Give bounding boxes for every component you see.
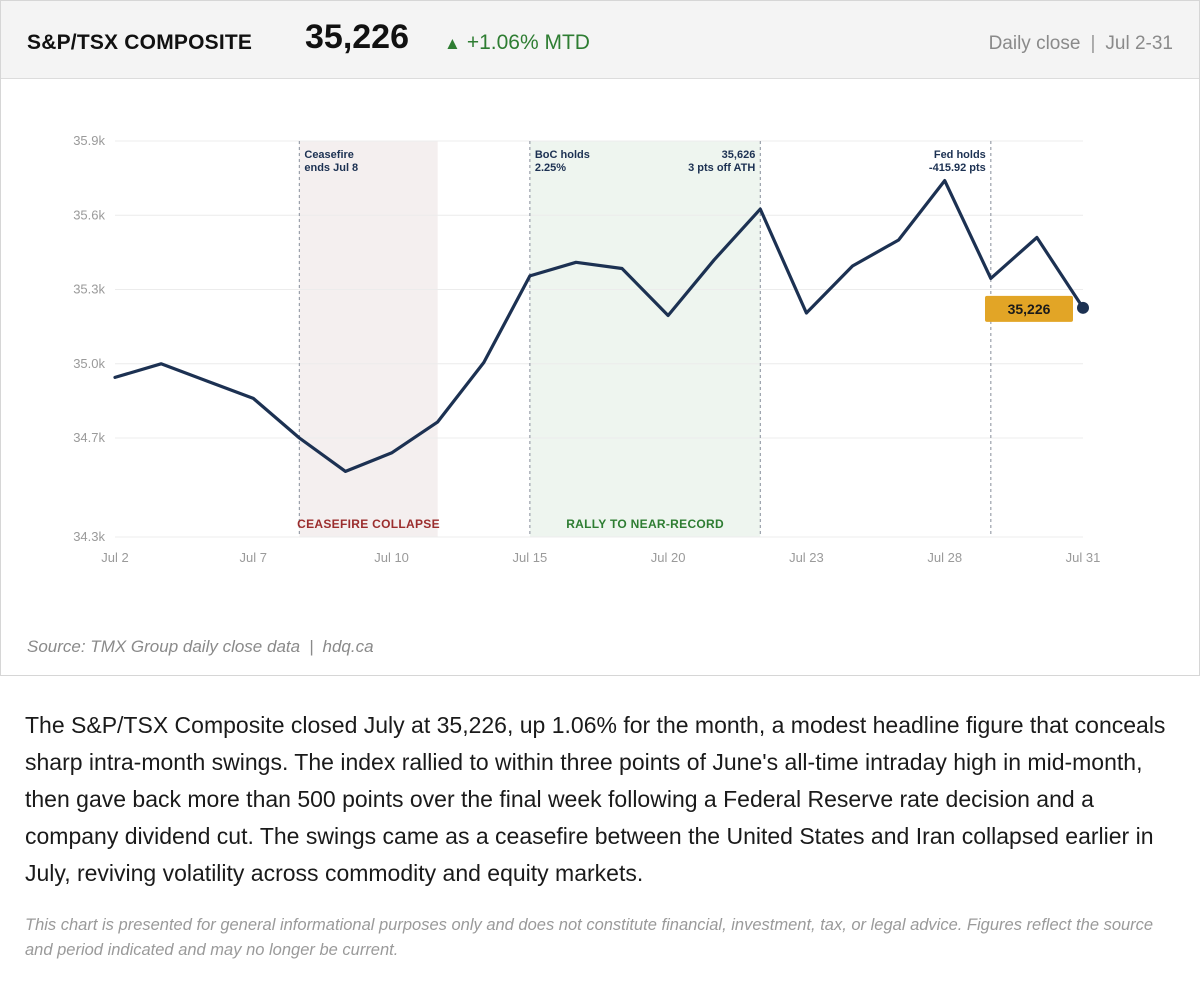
event-lines	[298, 141, 992, 537]
last-point	[1077, 301, 1089, 314]
chart-header: S&P/TSX COMPOSITE 35,226 ▲ +1.06% MTD Dai…	[1, 1, 1199, 79]
chart-period: Daily close | Jul 2-31	[989, 33, 1173, 55]
last-value-badge	[985, 295, 1073, 322]
annotation-1-line-2: ends Jul 8	[304, 162, 358, 174]
up-triangle-icon: ▲	[444, 34, 461, 53]
last-value-label: 35,226	[1008, 301, 1051, 317]
annotation-1-line-1: Ceasefire	[304, 149, 354, 161]
article-body: The S&P/TSX Composite closed July at 35,…	[25, 712, 1166, 886]
shaded-band-2	[529, 141, 761, 537]
shaded-band-1	[299, 141, 438, 537]
index-title: S&P/TSX COMPOSITE	[27, 31, 253, 54]
annotation-3-line-1: 35,626	[722, 149, 756, 161]
source-site: hdq.ca	[322, 637, 374, 656]
x-tick-label: Jul 2	[101, 550, 128, 565]
y-tick-label: 35.3k	[73, 282, 105, 297]
series-line	[113, 178, 1089, 473]
shaded-bands	[299, 141, 761, 537]
last-value-tag: 35,226	[985, 295, 1073, 322]
y-tick-label: 35.0k	[73, 356, 105, 371]
annotation-2-line-2: 2.25%	[535, 162, 566, 174]
x-tick-label: Jul 7	[240, 550, 267, 565]
x-axis-ticks: Jul 2 Jul 7 Jul 10 Jul 15 Jul 20 Jul 23 Jul 28…	[101, 550, 1100, 565]
annotation-4-line-2: -415.92 pts	[929, 162, 986, 174]
source-text: Source: TMX Group daily close data	[27, 637, 301, 656]
y-tick-label: 35.9k	[73, 133, 105, 148]
y-axis-ticks: 34.3k 34.7k 35.0k 35.3k 35.6k 35.9k	[73, 133, 105, 544]
y-tick-label: 34.3k	[73, 529, 105, 544]
index-change: ▲ +1.06% MTD	[444, 31, 590, 55]
index-change-text: +1.06% MTD	[466, 31, 590, 54]
band-label-2: RALLY TO NEAR-RECORD	[566, 517, 724, 531]
annotation-4-line-1: Fed holds	[934, 149, 986, 161]
x-tick-label: Jul 23	[789, 550, 824, 565]
y-tick-label: 35.6k	[73, 207, 105, 222]
source-separator: |	[309, 637, 314, 656]
series-line-path	[113, 178, 1085, 473]
chart-source: Source: TMX Group daily close data | hdq.c…	[27, 637, 374, 657]
chart-frequency: Daily close	[988, 33, 1081, 54]
x-tick-label: Jul 20	[651, 550, 686, 565]
x-tick-label: Jul 15	[513, 550, 548, 565]
index-value: 35,226	[305, 18, 409, 56]
x-tick-label: Jul 28	[927, 550, 962, 565]
x-tick-label: Jul 31	[1066, 550, 1101, 565]
x-tick-label: Jul 10	[374, 550, 409, 565]
annotation-3-line-2: 3 pts off ATH	[688, 162, 755, 174]
chart-date-range: Jul 2-31	[1105, 33, 1173, 54]
gridlines	[115, 140, 1083, 538]
y-tick-label: 34.7k	[73, 430, 105, 445]
band-label-1: CEASEFIRE COLLAPSE	[297, 517, 440, 531]
annotation-2-line-1: BoC holds	[535, 149, 590, 161]
meta-separator: |	[1090, 33, 1096, 54]
band-labels: CEASEFIRE COLLAPSE RALLY TO NEAR-RECORD	[297, 517, 724, 531]
chart-card: S&P/TSX COMPOSITE 35,226 ▲ +1.06% MTD Dai…	[0, 0, 1200, 676]
disclaimer: This chart is presented for general info…	[25, 916, 1154, 959]
